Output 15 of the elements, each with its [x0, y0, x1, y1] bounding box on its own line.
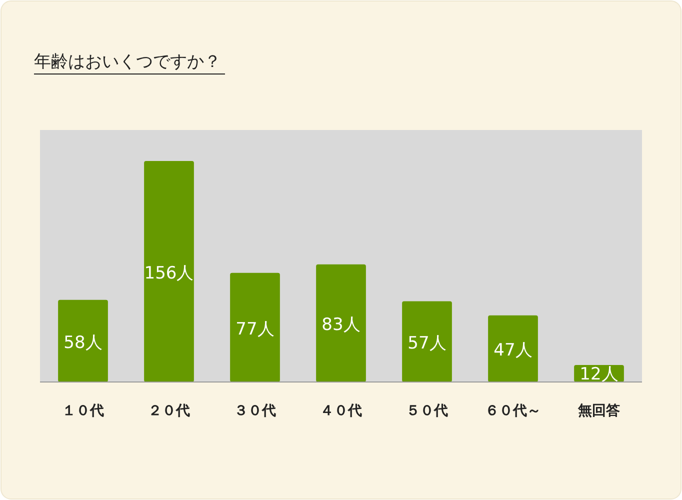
- x-tick-label: ４０代: [320, 403, 362, 419]
- data-label: 57人: [408, 334, 446, 354]
- x-tick-label: １０代: [62, 403, 104, 419]
- data-label: 58人: [64, 332, 102, 353]
- data-label: 77人: [236, 319, 274, 340]
- chart-title: 年齢はおいくつですか？: [34, 52, 221, 72]
- x-tick-label: ２０代: [148, 403, 190, 419]
- x-tick-label: 無回答: [577, 403, 620, 419]
- data-label: 83人: [322, 315, 360, 336]
- x-tick-label: ６０代～: [485, 403, 541, 419]
- x-tick-label: ５０代: [406, 403, 448, 419]
- data-label: 47人: [494, 340, 532, 361]
- data-label: 156人: [144, 264, 194, 284]
- x-tick-label: ３０代: [234, 403, 276, 419]
- data-label: 12人: [580, 364, 618, 384]
